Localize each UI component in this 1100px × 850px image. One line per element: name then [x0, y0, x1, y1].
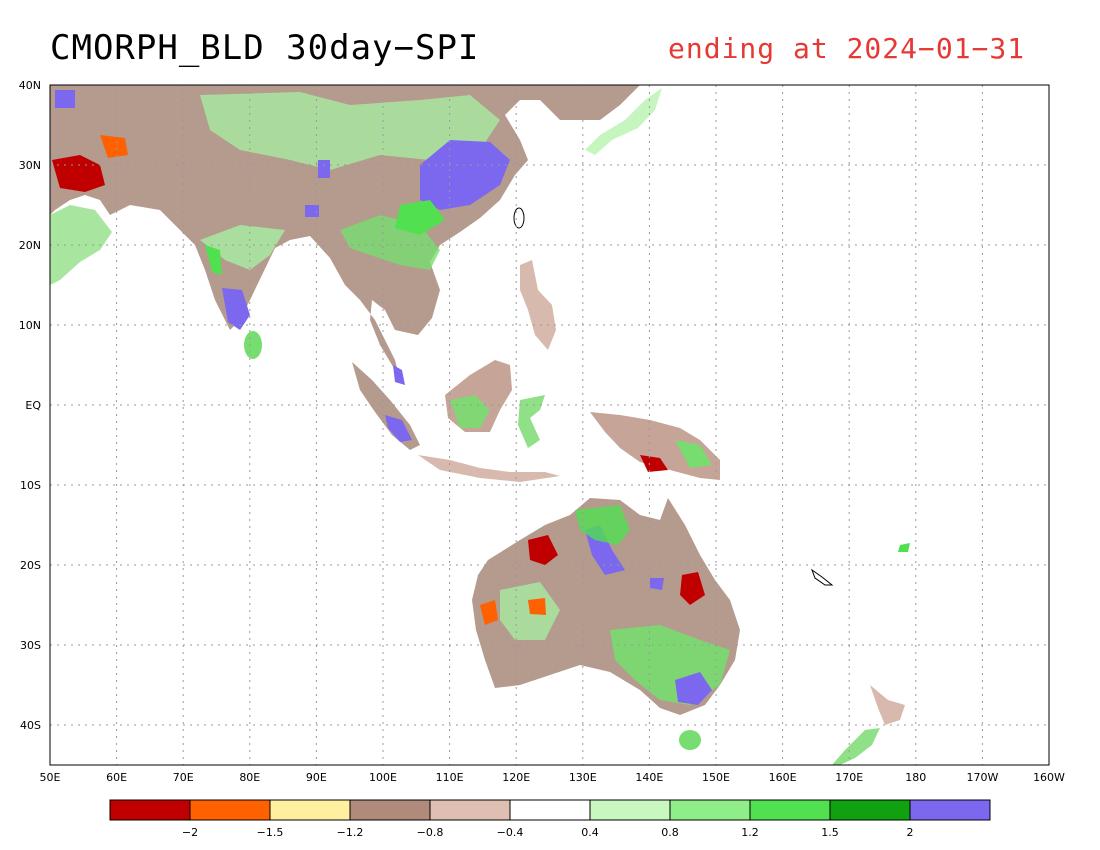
landmass-fiji: [898, 543, 910, 552]
lat-label: 10N: [19, 319, 41, 332]
landmass-sri-lanka: [244, 331, 262, 359]
lon-label: 170W: [966, 771, 998, 784]
legend-swatch: [829, 799, 911, 821]
spi-patch-west-asia-red: [52, 155, 105, 192]
map-title: CMORPH_BLD 30day−SPI: [50, 28, 480, 68]
spi-patch-queensland-red: [680, 572, 705, 605]
lat-label: 30N: [19, 159, 41, 172]
legend-swatch: [189, 799, 271, 821]
lon-label: 50E: [40, 771, 61, 784]
legend-label: −0.4: [497, 826, 524, 839]
lat-label: 10S: [20, 479, 41, 492]
spi-patch-new-guinea-green: [675, 440, 712, 468]
legend-label: −2: [182, 826, 198, 839]
map-frame-border: [49, 84, 1050, 766]
spi-patch-west-coast-orange: [528, 598, 546, 615]
landmass-java: [418, 455, 560, 482]
spi-patch-tibet-blue: [318, 160, 330, 178]
spi-field-patches: [52, 90, 730, 705]
legend-swatch: [429, 799, 511, 821]
landmass-arabia: [50, 205, 112, 285]
legend-label: 0.8: [661, 826, 679, 839]
landmass-sulawesi: [518, 395, 545, 448]
lat-label: EQ: [25, 399, 41, 412]
lat-label: 20S: [20, 559, 41, 572]
legend-label: −0.8: [417, 826, 444, 839]
landmass-tasmania: [679, 730, 701, 750]
lon-label: 90E: [306, 771, 327, 784]
color-legend: −2 −1.5 −1.2 −0.8 −0.4 0.4 0.8 1.2 1.5 2: [109, 799, 991, 839]
spi-patch-south-india-blue: [222, 288, 250, 330]
legend-swatch: [669, 799, 751, 821]
lon-label: 180: [905, 771, 926, 784]
legend-swatch: [589, 799, 671, 821]
lon-label: 130E: [569, 771, 597, 784]
lat-label: 30S: [20, 639, 41, 652]
landmass-new-zealand-north: [870, 685, 905, 725]
spi-patch-south-china-green-ring: [395, 200, 445, 235]
lon-label: 140E: [635, 771, 663, 784]
legend-swatch: [749, 799, 831, 821]
spi-patch-yunnan-blue: [305, 205, 319, 217]
spi-patch-south-china-blue: [420, 140, 510, 210]
lon-label: 80E: [239, 771, 260, 784]
legend-label: −1.5: [257, 826, 284, 839]
spi-patch-new-guinea-red: [640, 455, 668, 472]
legend-swatch: [269, 799, 351, 821]
spi-patch-nt-green: [575, 505, 630, 545]
legend-label: 1.2: [741, 826, 759, 839]
spi-patch-borneo-green: [450, 395, 490, 428]
landmass-new-zealand-south: [832, 728, 880, 765]
spi-patch-pilbara-orange: [480, 600, 498, 625]
legend-label: 0.4: [581, 826, 599, 839]
spi-patch-victoria-blue: [675, 672, 712, 705]
legend-swatch: [909, 799, 991, 821]
lat-label: 40N: [19, 79, 41, 92]
lon-label: 70E: [173, 771, 194, 784]
legend-swatch: [509, 799, 591, 821]
lon-label: 150E: [702, 771, 730, 784]
legend-swatch: [109, 799, 191, 821]
legend-label: 1.5: [821, 826, 839, 839]
spi-patch-west-asia-orange: [100, 135, 128, 158]
lat-label: 40S: [20, 719, 41, 732]
spi-patch-sumatra-blue: [385, 415, 412, 442]
graticule: [50, 85, 1049, 765]
landmass-new-caledonia: [810, 568, 834, 586]
lon-label: 120E: [502, 771, 530, 784]
lon-label: 110E: [436, 771, 464, 784]
lon-label: 160E: [769, 771, 797, 784]
spi-patch-asia-green-north: [200, 92, 500, 170]
landmass-philippines: [520, 260, 556, 350]
landmass-taiwan: [513, 207, 525, 229]
spi-patch-malay-blue: [393, 365, 405, 385]
spi-patch-lake-eyre-blue: [650, 578, 664, 590]
lon-label: 100E: [369, 771, 397, 784]
longitude-labels: 50E 60E 70E 80E 90E 100E 110E 120E 130E 140E 150E 1…: [40, 771, 1066, 784]
lon-label: 60E: [106, 771, 127, 784]
lon-label: 160W: [1033, 771, 1065, 784]
legend-swatch: [349, 799, 431, 821]
spi-patch-kimberley-red: [528, 535, 558, 565]
landmass-japan: [585, 88, 662, 155]
date-subtitle: ending at 2024−01−31: [668, 32, 1026, 65]
legend-label: −1.2: [337, 826, 364, 839]
spi-patch-india-green: [200, 225, 285, 270]
spi-patch-caspian-blue: [55, 90, 75, 108]
legend-label: 2: [907, 826, 914, 839]
lat-label: 20N: [19, 239, 41, 252]
spi-patch-western-ghats-green: [205, 245, 222, 275]
latitude-labels: 40N 30N 20N 10N EQ 10S 20S 30S 40S: [19, 79, 42, 732]
lon-label: 170E: [835, 771, 863, 784]
